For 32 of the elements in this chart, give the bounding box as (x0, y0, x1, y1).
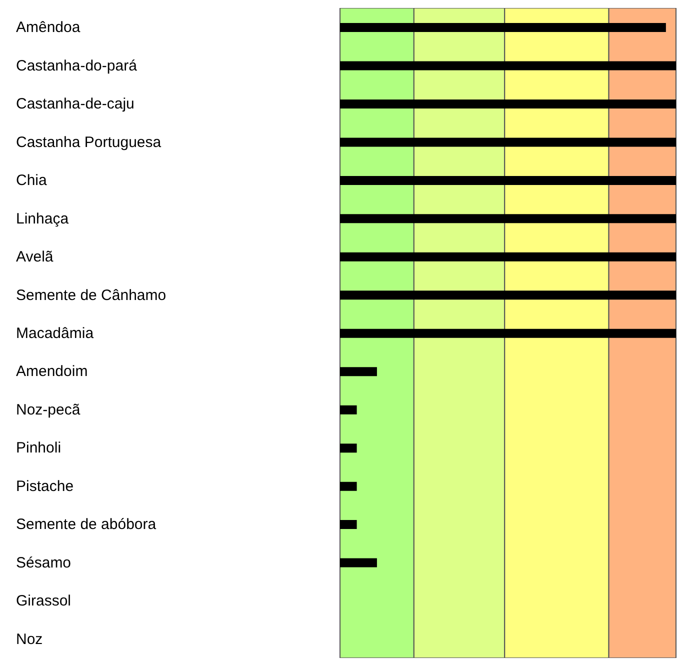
y-tick-label: Macadâmia (16, 325, 94, 342)
y-tick-label: Sésamo (16, 554, 72, 572)
y-tick-label: Chia (16, 172, 48, 190)
y-tick-label: Linhaça (16, 210, 70, 228)
y-tick-label: Semente de abóbora (16, 516, 157, 534)
bar (340, 99, 676, 108)
y-tick-label: Amendoim (16, 363, 88, 380)
bar (340, 214, 676, 224)
bar (340, 444, 357, 453)
y-tick-label: Castanha-do-pará (16, 57, 138, 74)
y-tick-label: Pinholi (16, 440, 62, 457)
y-tick-label: Amêndoa (16, 19, 81, 36)
y-tick-label: Avelã (16, 248, 54, 266)
y-tick-label: Castanha-de-caju (16, 96, 134, 113)
bar (340, 482, 357, 491)
bar (340, 176, 676, 185)
y-tick-label: Noz-pecã (16, 401, 81, 418)
bar (340, 61, 676, 70)
bar (340, 328, 676, 338)
bar (340, 23, 666, 32)
bar (340, 138, 676, 147)
y-tick-label: Girassol (16, 592, 72, 610)
bar (340, 520, 357, 530)
y-tick-label: Pistache (16, 478, 74, 495)
bar (340, 558, 377, 568)
bar (340, 290, 676, 300)
y-tick-label: Noz (16, 630, 43, 648)
bar (340, 252, 676, 262)
bar (340, 405, 357, 414)
y-tick-label: Castanha Portuguesa (16, 134, 162, 151)
bar (340, 367, 377, 376)
y-tick-label: Semente de Cânhamo (16, 286, 166, 304)
